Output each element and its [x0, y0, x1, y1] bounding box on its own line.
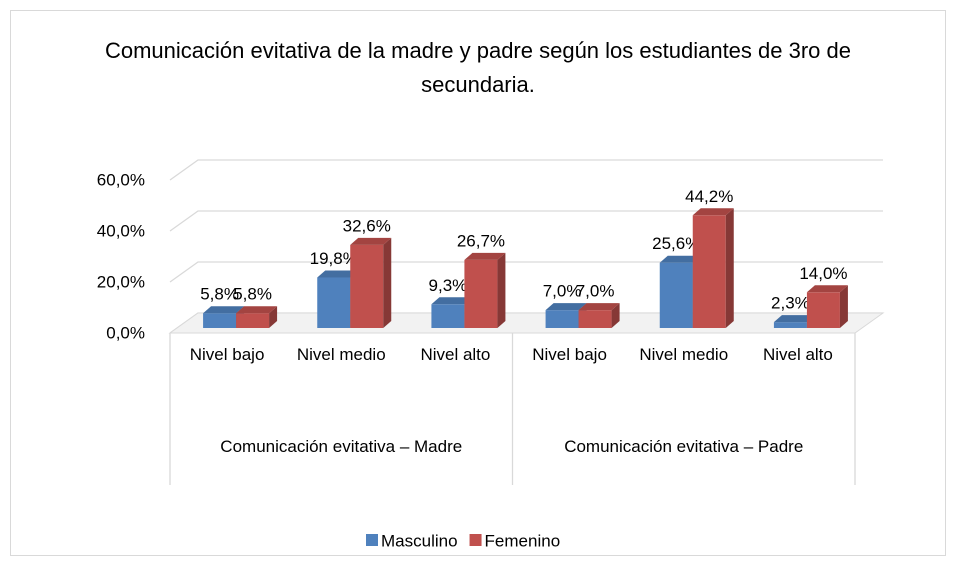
value-label: 14,0% [799, 264, 847, 283]
value-label: 26,7% [457, 231, 505, 250]
bar-side [383, 237, 392, 328]
group-label: Comunicación evitativa – Padre [564, 437, 804, 456]
y-tick-label: 60,0% [97, 170, 145, 189]
bar-front [692, 215, 726, 328]
grid-line [169, 159, 883, 181]
bar-front [578, 310, 612, 328]
group-label: Comunicación evitativa – Madre [220, 437, 463, 456]
bar-top [545, 303, 587, 311]
bar [806, 285, 848, 328]
grid-line [169, 261, 883, 283]
x-tick-label: Nivel alto [762, 345, 833, 364]
value-label: 25,6% [652, 234, 700, 253]
chart-title: Comunicación evitativa de la madre y pad… [104, 38, 851, 97]
bar-front [659, 262, 693, 328]
grid-line [169, 210, 883, 232]
x-tick-label: Nivel medio [639, 345, 729, 364]
y-tick-label: 40,0% [97, 221, 145, 240]
bar-side [497, 252, 506, 328]
value-label: 44,2% [685, 187, 733, 206]
y-tick-label: 20,0% [97, 272, 145, 291]
legend-swatch [469, 534, 482, 546]
x-tick-label: Nivel medio [296, 345, 386, 364]
bar-top [773, 315, 815, 323]
bar-front [773, 322, 807, 328]
bar-front [236, 313, 270, 328]
bar-side [725, 208, 734, 328]
legend-label: Femenino [485, 531, 561, 550]
bar-side [269, 306, 278, 328]
bar [464, 252, 506, 328]
bar [578, 303, 620, 328]
bar-top [659, 255, 701, 263]
legend-label: Masculino [381, 531, 458, 550]
bar [236, 306, 278, 328]
bar-top [692, 208, 734, 216]
bar-front [350, 244, 384, 328]
bar-front [431, 304, 465, 328]
bar-front [317, 277, 351, 328]
bar-front [806, 292, 840, 328]
bar-front [464, 259, 498, 328]
x-tick-label: Nivel bajo [532, 345, 607, 364]
value-label: 7,0% [543, 282, 582, 301]
value-label: 19,8% [310, 249, 358, 268]
x-tick-label: Nivel alto [420, 345, 491, 364]
bar-top [806, 285, 848, 293]
bar-top [203, 306, 245, 314]
bar [692, 208, 734, 328]
bar-top [464, 252, 506, 260]
bar-top [578, 303, 620, 311]
bar-front [203, 313, 237, 328]
bar-top [350, 237, 392, 245]
bar-top [431, 297, 473, 305]
legend-swatch [366, 534, 378, 546]
value-label: 32,6% [343, 216, 391, 235]
bar-side [611, 303, 620, 328]
value-label: 9,3% [429, 276, 468, 295]
x-tick-label: Nivel bajo [189, 345, 265, 364]
value-label: 5,8% [200, 285, 239, 304]
bar [350, 237, 392, 328]
frame [10, 10, 946, 556]
bar-top [317, 270, 359, 278]
value-label: 5,8% [233, 285, 272, 304]
bar-side [839, 285, 848, 328]
bar-front [545, 310, 579, 328]
bar-top [236, 306, 278, 314]
y-tick-label: 0,0% [106, 323, 145, 342]
value-label: 7,0% [576, 282, 615, 301]
value-label: 2,3% [771, 294, 810, 313]
